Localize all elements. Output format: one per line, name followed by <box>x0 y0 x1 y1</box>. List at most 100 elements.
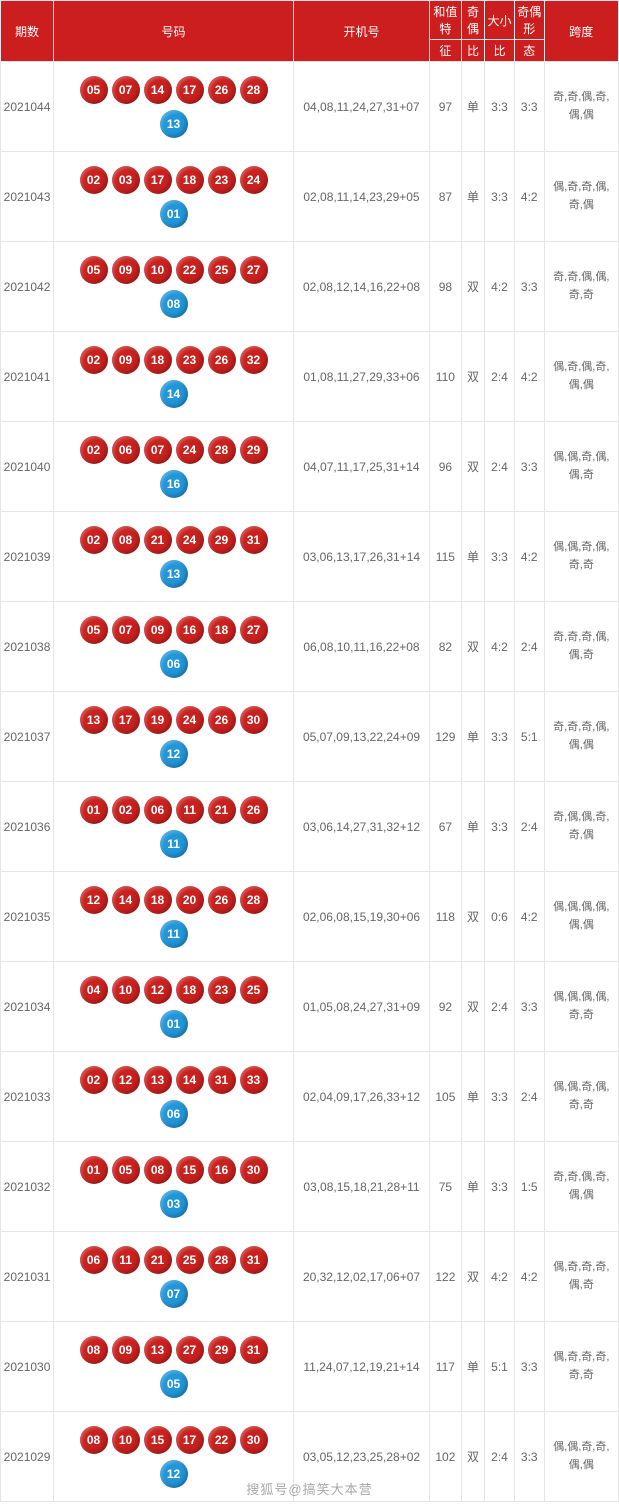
red-ball: 06 <box>144 796 172 824</box>
cell-qi: 单 <box>461 692 484 782</box>
cell-period: 2021032 <box>1 1142 54 1232</box>
blue-ball: 01 <box>160 200 188 228</box>
red-ball: 12 <box>80 886 108 914</box>
red-ball: 33 <box>240 1066 268 1094</box>
cell-kaiji: 02,06,08,15,19,30+06 <box>294 872 430 962</box>
cell-qi: 双 <box>461 962 484 1052</box>
cell-kaiji: 05,07,09,13,22,24+09 <box>294 692 430 782</box>
red-ball: 31 <box>240 526 268 554</box>
cell-qi: 单 <box>461 62 484 152</box>
cell-kuadu: 偶,偶,偶,偶,偶,偶 <box>544 872 618 962</box>
header-da-bot: 比 <box>485 40 515 62</box>
cell-kaiji: 02,04,09,17,26,33+12 <box>294 1052 430 1142</box>
cell-xing: 3:3 <box>514 962 544 1052</box>
red-ball: 02 <box>80 1066 108 1094</box>
blue-ball: 11 <box>160 830 188 858</box>
cell-qi: 单 <box>461 782 484 872</box>
blue-ball: 12 <box>160 740 188 768</box>
red-ball: 26 <box>208 706 236 734</box>
cell-numbers: 02091823263214 <box>54 332 294 422</box>
header-da-top: 大小 <box>485 1 515 40</box>
red-ball: 02 <box>80 526 108 554</box>
header-qi-top: 奇偶 <box>461 1 484 40</box>
header-xing-bot: 态 <box>514 40 544 62</box>
blue-ball: 12 <box>160 1460 188 1488</box>
red-ball: 28 <box>208 1246 236 1274</box>
cell-numbers: 05091022252708 <box>54 242 294 332</box>
blue-ball: 14 <box>160 380 188 408</box>
cell-period: 2021035 <box>1 872 54 962</box>
cell-numbers: 08091327293105 <box>54 1322 294 1412</box>
red-ball: 23 <box>208 976 236 1004</box>
red-ball: 26 <box>208 346 236 374</box>
cell-numbers: 12141820262811 <box>54 872 294 962</box>
red-ball: 23 <box>208 166 236 194</box>
red-ball: 11 <box>112 1246 140 1274</box>
cell-qi: 双 <box>461 1412 484 1502</box>
cell-kuadu: 偶,奇,奇,偶,奇,偶 <box>544 152 618 242</box>
table-row: 20210380507091618270606,08,10,11,16,22+0… <box>1 602 619 692</box>
header-xing-top: 奇偶形 <box>514 1 544 40</box>
cell-he: 87 <box>429 152 461 242</box>
cell-kuadu: 偶,奇,奇,奇,偶,奇 <box>544 1232 618 1322</box>
cell-period: 2021041 <box>1 332 54 422</box>
red-ball: 18 <box>144 346 172 374</box>
red-ball: 21 <box>144 1246 172 1274</box>
cell-he: 105 <box>429 1052 461 1142</box>
red-ball: 19 <box>144 706 172 734</box>
red-ball: 26 <box>240 796 268 824</box>
cell-da: 4:2 <box>485 1232 515 1322</box>
cell-da: 4:2 <box>485 242 515 332</box>
table-row: 20210440507141726281304,08,11,24,27,31+0… <box>1 62 619 152</box>
cell-da: 3:3 <box>485 692 515 782</box>
red-ball: 16 <box>176 616 204 644</box>
red-ball: 02 <box>112 796 140 824</box>
red-ball: 10 <box>112 976 140 1004</box>
cell-kuadu: 奇,奇,偶,奇,偶,偶 <box>544 1142 618 1232</box>
cell-period: 2021029 <box>1 1412 54 1502</box>
red-ball: 13 <box>144 1336 172 1364</box>
red-ball: 08 <box>112 526 140 554</box>
cell-period: 2021036 <box>1 782 54 872</box>
cell-xing: 2:4 <box>514 782 544 872</box>
cell-he: 75 <box>429 1142 461 1232</box>
cell-kaiji: 01,08,11,27,29,33+06 <box>294 332 430 422</box>
red-ball: 31 <box>240 1336 268 1364</box>
red-ball: 09 <box>112 346 140 374</box>
red-ball: 05 <box>80 616 108 644</box>
red-ball: 25 <box>208 256 236 284</box>
red-ball: 02 <box>80 166 108 194</box>
red-ball: 29 <box>208 1336 236 1364</box>
red-ball: 07 <box>144 436 172 464</box>
red-ball: 25 <box>176 1246 204 1274</box>
cell-xing: 3:3 <box>514 1322 544 1412</box>
cell-kaiji: 01,05,08,24,27,31+09 <box>294 962 430 1052</box>
red-ball: 31 <box>240 1246 268 1274</box>
red-ball: 24 <box>176 526 204 554</box>
red-ball: 28 <box>240 76 268 104</box>
cell-da: 3:3 <box>485 1142 515 1232</box>
table-row: 20210420509102225270802,08,12,14,16,22+0… <box>1 242 619 332</box>
red-ball: 17 <box>176 1426 204 1454</box>
blue-ball: 06 <box>160 1100 188 1128</box>
blue-ball: 13 <box>160 560 188 588</box>
blue-ball: 13 <box>160 110 188 138</box>
cell-kuadu: 偶,偶,偶,偶,奇,奇 <box>544 962 618 1052</box>
cell-kuadu: 奇,奇,偶,奇,偶,偶 <box>544 62 618 152</box>
red-ball: 05 <box>80 76 108 104</box>
cell-da: 3:3 <box>485 1052 515 1142</box>
red-ball: 26 <box>208 886 236 914</box>
cell-numbers: 01050815163003 <box>54 1142 294 1232</box>
cell-he: 96 <box>429 422 461 512</box>
cell-he: 97 <box>429 62 461 152</box>
cell-kuadu: 偶,偶,奇,偶,偶,奇 <box>544 422 618 512</box>
table-row: 20210351214182026281102,06,08,15,19,30+0… <box>1 872 619 962</box>
cell-period: 2021033 <box>1 1052 54 1142</box>
cell-kuadu: 偶,奇,偶,奇,偶,偶 <box>544 332 618 422</box>
cell-he: 102 <box>429 1412 461 1502</box>
cell-numbers: 06112125283107 <box>54 1232 294 1322</box>
cell-da: 2:4 <box>485 1412 515 1502</box>
cell-xing: 3:3 <box>514 422 544 512</box>
red-ball: 30 <box>240 706 268 734</box>
cell-qi: 单 <box>461 512 484 602</box>
